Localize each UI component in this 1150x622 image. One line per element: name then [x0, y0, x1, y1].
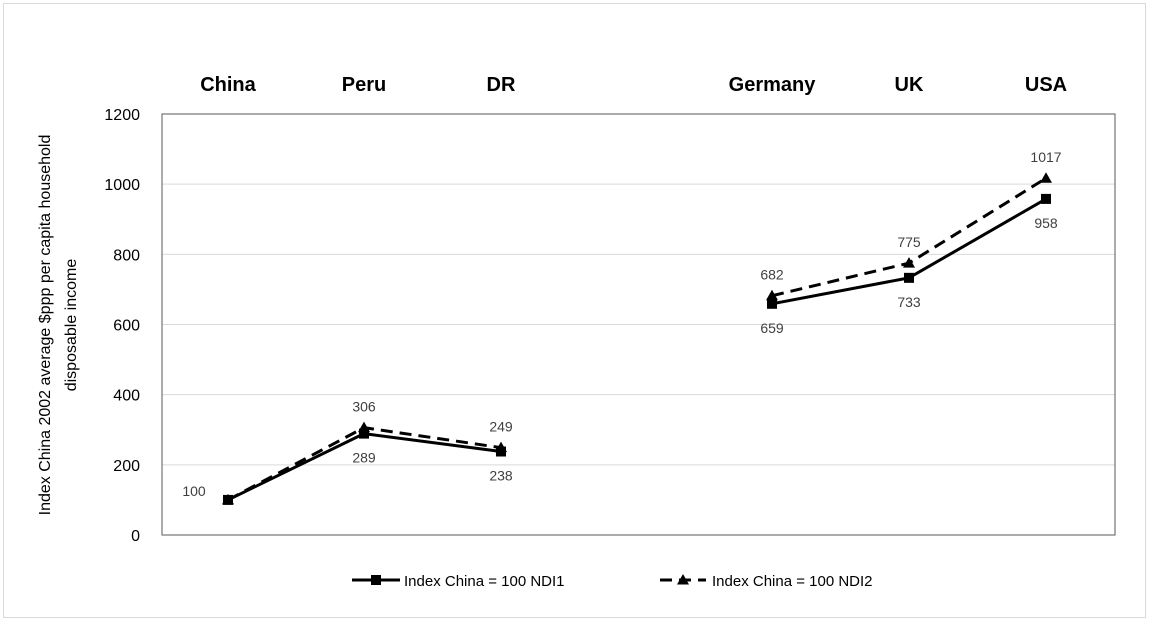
category-label: UK [895, 74, 924, 96]
y-tick-label: 1000 [104, 177, 140, 194]
category-label: Germany [729, 74, 817, 96]
series-ndi1-marker [496, 446, 506, 457]
series-ndi1-marker [359, 428, 369, 439]
series-ndi1-marker [1041, 193, 1051, 204]
data-label-ndi1: 238 [489, 468, 513, 484]
y-axis-title: Index China 2002 average $ppp per capita… [37, 135, 80, 516]
data-label-ndi1: 289 [352, 450, 376, 466]
series-ndi1-marker [223, 494, 233, 505]
data-label-ndi2: 682 [760, 267, 784, 283]
series-ndi2-marker [1040, 172, 1052, 183]
category-label: DR [487, 74, 516, 96]
y-tick-label: 1200 [104, 107, 140, 124]
y-tick-label: 600 [113, 318, 140, 335]
chart-frame [3, 3, 1146, 618]
legend-ndi2-label: Index China = 100 NDI2 [712, 573, 873, 590]
y-tick-label: 0 [131, 528, 140, 545]
series-ndi1-line [771, 197, 1047, 306]
y-tick-label: 200 [113, 458, 140, 475]
series-ndi1-line [227, 432, 502, 502]
data-label-ndi2: 249 [489, 419, 513, 435]
y-axis-label-line: Index China 2002 average $ppp per capita… [37, 135, 54, 516]
series-ndi1-marker [767, 298, 777, 309]
legend-ndi2-marker [677, 574, 689, 585]
data-label-ndi1: 733 [897, 294, 921, 310]
category-label: Peru [342, 74, 386, 96]
y-tick-label: 800 [113, 247, 140, 264]
series-ndi2-marker [766, 289, 778, 301]
legend-ndi1-marker [371, 575, 381, 585]
category-label: USA [1025, 74, 1067, 96]
y-tick-label: 400 [113, 388, 140, 405]
series-ndi1-marker [904, 272, 914, 283]
series-ndi2-marker [903, 257, 915, 268]
data-label-ndi1: 659 [760, 320, 784, 336]
y-axis-label-line: disposable income [63, 259, 80, 392]
data-label-ndi2: 775 [897, 234, 921, 250]
data-label-ndi2: 306 [352, 399, 376, 415]
data-label-ndi2: 1017 [1030, 149, 1061, 165]
legend-ndi1-label: Index China = 100 NDI1 [404, 573, 565, 590]
plot-area-border [161, 113, 1116, 536]
category-label: China [200, 74, 256, 96]
data-label-ndi1: 100 [182, 483, 206, 499]
data-label-ndi1: 958 [1034, 215, 1058, 231]
